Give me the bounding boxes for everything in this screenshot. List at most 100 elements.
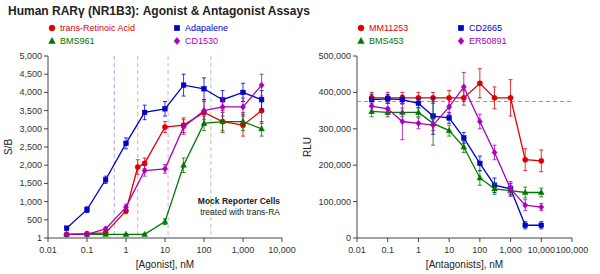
x-axis-title: [Agonist], nM [136, 259, 194, 270]
error-bar [523, 187, 527, 198]
data-point [539, 223, 544, 228]
x-tick [479, 238, 480, 242]
x-tick-label: 1,000 [499, 245, 522, 255]
data-point [369, 103, 374, 109]
error-bar [386, 103, 390, 114]
error-bar [65, 226, 69, 230]
x-tick [87, 238, 88, 242]
data-point [201, 107, 206, 113]
data-point [259, 126, 265, 131]
y-axis-line [357, 56, 358, 238]
data-point [162, 124, 167, 129]
y-tick [44, 74, 48, 75]
data-point [240, 118, 246, 123]
data-point [162, 166, 167, 172]
error-bar [447, 100, 451, 115]
data-point [461, 144, 467, 149]
data-point [430, 122, 435, 128]
data-point [202, 86, 207, 91]
title: Human RARγ (NR1B3): Agonist & Antagonist… [8, 4, 310, 18]
data-point [142, 110, 147, 115]
data-point [523, 157, 528, 162]
legend-label: BMS453 [369, 36, 404, 46]
y-tick-label: 1 [37, 233, 42, 243]
y-tick [353, 128, 357, 129]
error-bar [386, 95, 390, 104]
data-point [85, 207, 90, 212]
data-point [492, 95, 497, 100]
error-bar [136, 160, 140, 175]
error-bar [85, 207, 89, 213]
series-line [372, 83, 542, 161]
x-tick-label: 10,000 [268, 245, 296, 255]
error-bar [260, 74, 264, 96]
data-point [385, 97, 390, 102]
data-point [220, 119, 225, 124]
x-tick-label: 100,000 [556, 245, 589, 255]
data-point [220, 118, 226, 123]
error-bar [509, 80, 513, 116]
x-tick-label: 0.01 [39, 245, 57, 255]
error-bar [493, 145, 497, 160]
y-tick [353, 201, 357, 202]
error-bar [182, 74, 186, 96]
ec50-line [114, 56, 115, 238]
y-tick [44, 147, 48, 148]
data-point [478, 161, 483, 166]
annotation: treated with trans-RA [200, 207, 280, 217]
y-tick-label: 500,000 [318, 51, 351, 61]
data-point [523, 223, 528, 228]
data-point [241, 90, 246, 95]
data-point [64, 231, 69, 237]
x-tick [418, 238, 419, 242]
error-bar [163, 122, 167, 133]
error-bar [400, 92, 404, 103]
x-tick-label: 1 [123, 245, 128, 255]
data-point [522, 189, 528, 194]
x-tick-label: 10,000 [528, 245, 556, 255]
x-tick [449, 238, 450, 242]
data-point [103, 226, 108, 232]
x-tick [48, 238, 49, 242]
x-tick-label: 0.01 [348, 245, 366, 255]
legend-label: trans-Retinoic Acid [60, 23, 135, 33]
error-bar [370, 99, 374, 114]
y-tick-label: 500 [27, 215, 42, 225]
y-tick [353, 92, 357, 93]
error-bar [509, 182, 513, 197]
data-point [416, 109, 422, 114]
error-bar [478, 171, 482, 186]
y-tick-label: 0 [346, 233, 351, 243]
y-tick [44, 56, 48, 57]
data-point [162, 219, 168, 224]
data-point [447, 116, 452, 121]
data-point [539, 158, 544, 163]
data-point [64, 232, 69, 237]
x-axis-title: [Antagonists], nM [426, 259, 503, 270]
figure: Human RARγ (NR1B3): Agonist & Antagonist… [0, 0, 600, 274]
y-tick [44, 165, 48, 166]
y-tick-label: 1,000 [19, 197, 42, 207]
error-bar [523, 149, 527, 171]
error-bar [400, 95, 404, 104]
x-tick [243, 238, 244, 242]
legend-label: Adapalene [185, 23, 228, 33]
ec50-line [137, 56, 138, 238]
x-tick-label: 100 [472, 245, 487, 255]
x-tick-label: 0.1 [81, 245, 94, 255]
error-bar [447, 125, 451, 136]
y-tick-label: 4,000 [19, 87, 42, 97]
x-tick-label: 100 [196, 245, 211, 255]
error-bar [182, 120, 186, 135]
legend-label: ER50891 [469, 36, 507, 46]
data-point [64, 226, 69, 231]
error-bar [221, 98, 225, 116]
data-point [142, 231, 148, 236]
x-tick-label: 10 [444, 245, 454, 255]
y-tick [44, 201, 48, 202]
data-point [446, 128, 452, 133]
series-line [372, 111, 542, 192]
data-point [461, 136, 466, 141]
y-tick [44, 219, 48, 220]
error-bar [478, 156, 482, 171]
